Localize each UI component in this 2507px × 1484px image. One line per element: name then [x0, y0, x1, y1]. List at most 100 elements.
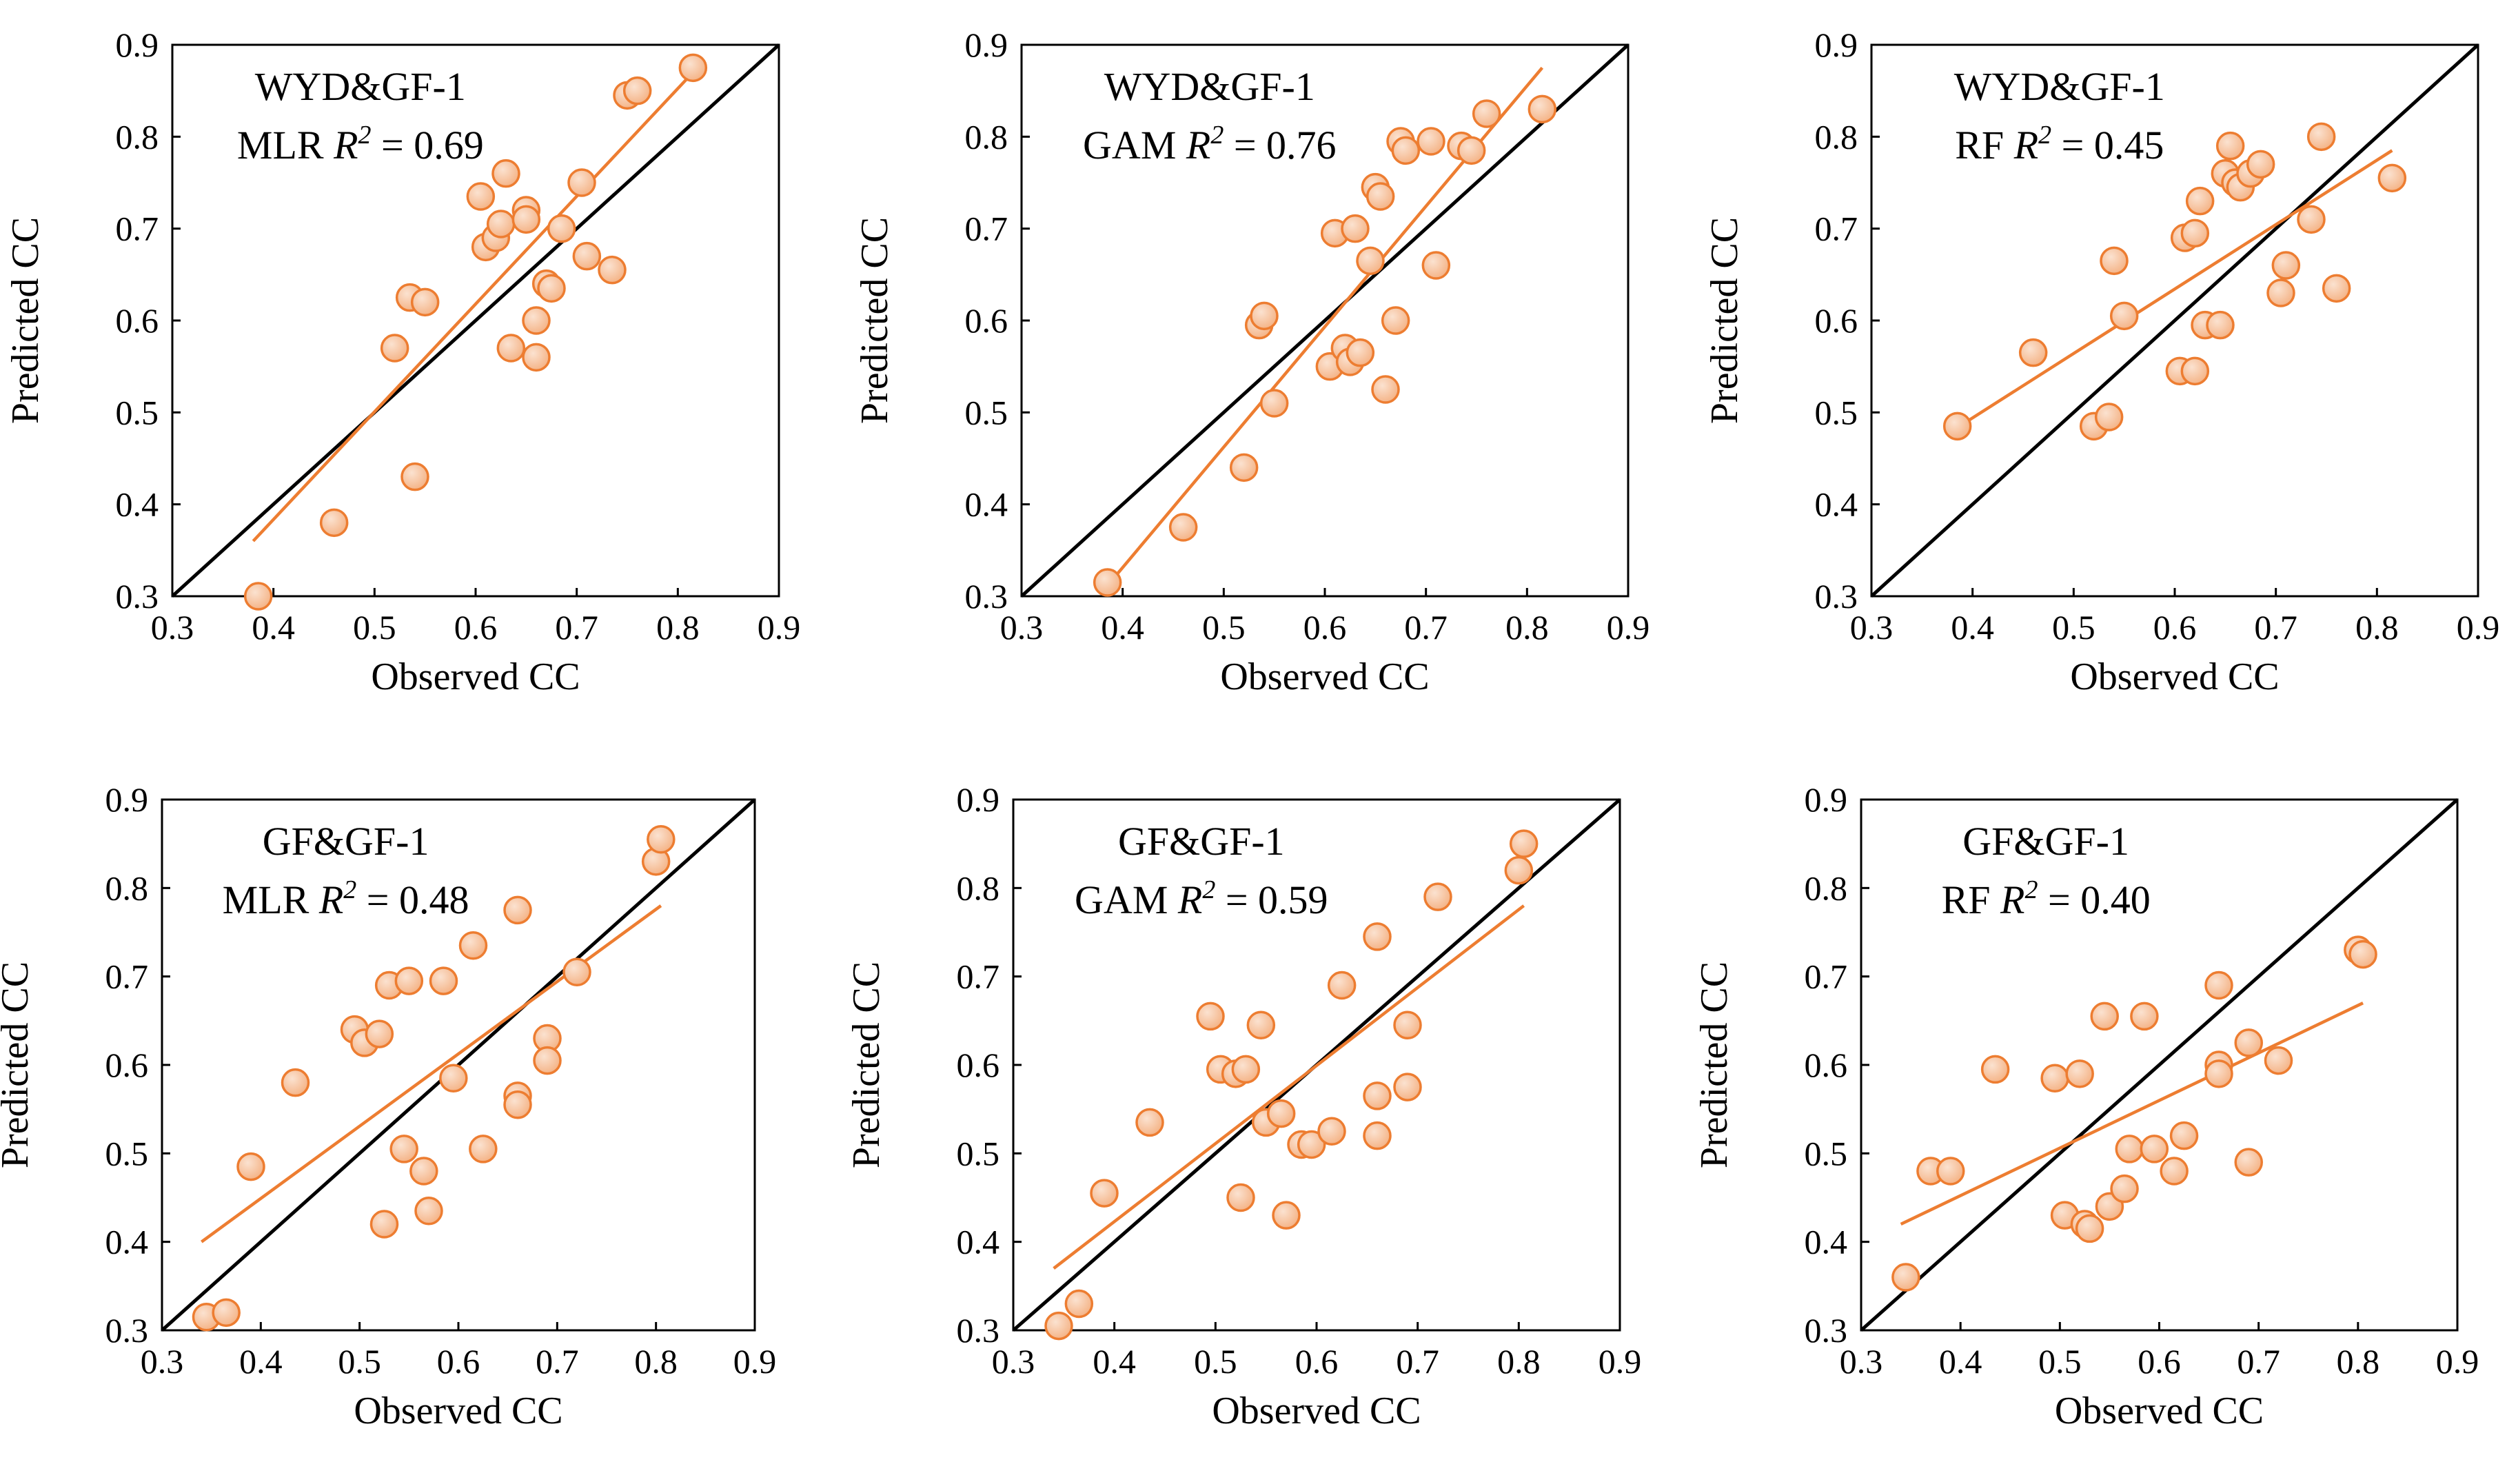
data-point [678, 53, 708, 83]
regression-line [252, 71, 694, 542]
one-to-one-line [1870, 43, 2479, 598]
regression-line [1053, 904, 1525, 1270]
data-point [369, 1210, 399, 1239]
y-tick-label: 0.6 [957, 1046, 1000, 1084]
x-tick-label: 0.5 [2052, 608, 2095, 647]
data-point [1363, 1121, 1392, 1150]
y-axis-title: Predicted CC [845, 962, 888, 1168]
x-tick-label: 0.5 [1194, 1342, 1237, 1381]
data-point [1229, 453, 1259, 482]
data-point [1936, 1157, 1965, 1186]
dataset-label: GF&GF-1 [1962, 819, 2129, 864]
data-point [469, 1135, 498, 1163]
data-point [522, 306, 551, 335]
one-to-one-line [1020, 43, 1630, 598]
data-point [1341, 214, 1370, 243]
data-point [380, 334, 409, 363]
data-point [458, 931, 488, 960]
data-point [562, 957, 591, 986]
scatter-panel-1: 0.3 0.4 0.5 0.6 0.7 0.8 0.9 0.3 0.4 0.5 0.6 0.7 0.8 0… [4, 26, 800, 698]
data-point [2140, 1135, 2169, 1163]
data-point [1196, 1002, 1225, 1031]
y-tick-label: 0.9 [1815, 26, 1858, 64]
x-tick-label: 0.6 [1295, 1342, 1339, 1381]
scatter-panel-5: 0.3 0.4 0.5 0.6 0.7 0.8 0.9 0.3 0.4 0.5 0.6 0.7 0.8 0… [845, 780, 1641, 1432]
dataset-label: GF&GF-1 [263, 819, 429, 864]
x-tick-label: 0.5 [338, 1342, 381, 1381]
data-point [511, 205, 541, 234]
y-tick-label: 0.6 [1805, 1046, 1848, 1084]
data-point [2234, 1148, 2263, 1177]
data-point [400, 462, 429, 491]
r2-label: MLR R2 = 0.48 [223, 875, 469, 922]
x-tick-label: 0.3 [1000, 608, 1044, 647]
x-tick-label: 0.4 [1101, 608, 1144, 647]
data-point [2204, 970, 2233, 1000]
r2-label: GAM R2 = 0.59 [1075, 875, 1328, 922]
x-axis-title: Observed CC [1220, 655, 1429, 698]
data-point [1246, 1010, 1276, 1039]
y-tick-label: 0.4 [965, 485, 1008, 524]
x-tick-label: 0.8 [634, 1342, 678, 1381]
x-tick-label: 0.9 [733, 1342, 777, 1381]
x-axis-title: Observed CC [1212, 1390, 1421, 1432]
x-tick-label: 0.4 [1093, 1342, 1136, 1381]
data-point [2246, 150, 2275, 179]
y-tick-label: 0.7 [1805, 957, 1848, 996]
y-tick-label: 0.8 [1805, 868, 1848, 907]
data-point [2348, 939, 2377, 969]
data-point [1423, 882, 1452, 911]
data-point [389, 1135, 418, 1163]
data-point [243, 582, 273, 611]
data-point [2109, 301, 2139, 331]
x-tick-label: 0.7 [2254, 608, 2297, 647]
scatter-panel-4: 0.3 0.4 0.5 0.6 0.7 0.8 0.9 0.3 0.4 0.5 0.6 0.7 0.8 0… [0, 780, 776, 1432]
y-tick-label: 0.9 [1805, 780, 1848, 819]
y-tick-label: 0.8 [105, 868, 149, 907]
y-tick-label: 0.7 [965, 210, 1008, 248]
data-point [319, 508, 349, 538]
data-point [1356, 246, 1385, 276]
x-tick-label: 0.3 [1850, 608, 1894, 647]
data-point [1297, 1130, 1326, 1159]
data-point [439, 1064, 468, 1092]
data-point [1226, 1183, 1255, 1212]
y-tick-label: 0.3 [116, 577, 159, 616]
y-tick-label: 0.3 [957, 1311, 1000, 1350]
data-point [1472, 99, 1501, 128]
x-tick-label: 0.5 [353, 608, 396, 647]
data-point [1381, 306, 1410, 335]
x-tick-label: 0.3 [141, 1342, 184, 1381]
data-point [2160, 1157, 2189, 1186]
data-point [1393, 1010, 1422, 1039]
data-point [1090, 1179, 1119, 1208]
one-to-one-line [1860, 798, 2459, 1332]
data-point [1527, 94, 1557, 124]
data-point [1457, 136, 1486, 165]
y-tick-label: 0.4 [1805, 1223, 1848, 1261]
data-point [429, 966, 458, 995]
x-tick-label: 0.6 [2153, 608, 2197, 647]
data-point [1064, 1289, 1094, 1319]
data-point [1250, 301, 1279, 331]
y-tick-label: 0.3 [965, 577, 1008, 616]
data-point [2018, 338, 2048, 367]
data-point [1346, 338, 1375, 367]
x-tick-label: 0.9 [758, 608, 801, 647]
data-point [281, 1068, 310, 1097]
data-point [503, 1090, 532, 1119]
x-tick-label: 0.4 [1939, 1342, 1982, 1381]
y-tick-label: 0.4 [1815, 485, 1858, 524]
y-tick-label: 0.5 [965, 393, 1008, 431]
data-point [598, 255, 627, 285]
x-tick-label: 0.7 [1396, 1342, 1439, 1381]
x-tick-label: 0.9 [2457, 608, 2500, 647]
x-tick-label: 0.3 [151, 608, 194, 647]
data-point [1363, 1081, 1392, 1110]
x-tick-label: 0.3 [1840, 1342, 1883, 1381]
data-point [1391, 136, 1421, 165]
y-tick-label: 0.8 [116, 117, 159, 156]
data-point [1942, 411, 1972, 441]
x-tick-label: 0.7 [536, 1342, 579, 1381]
